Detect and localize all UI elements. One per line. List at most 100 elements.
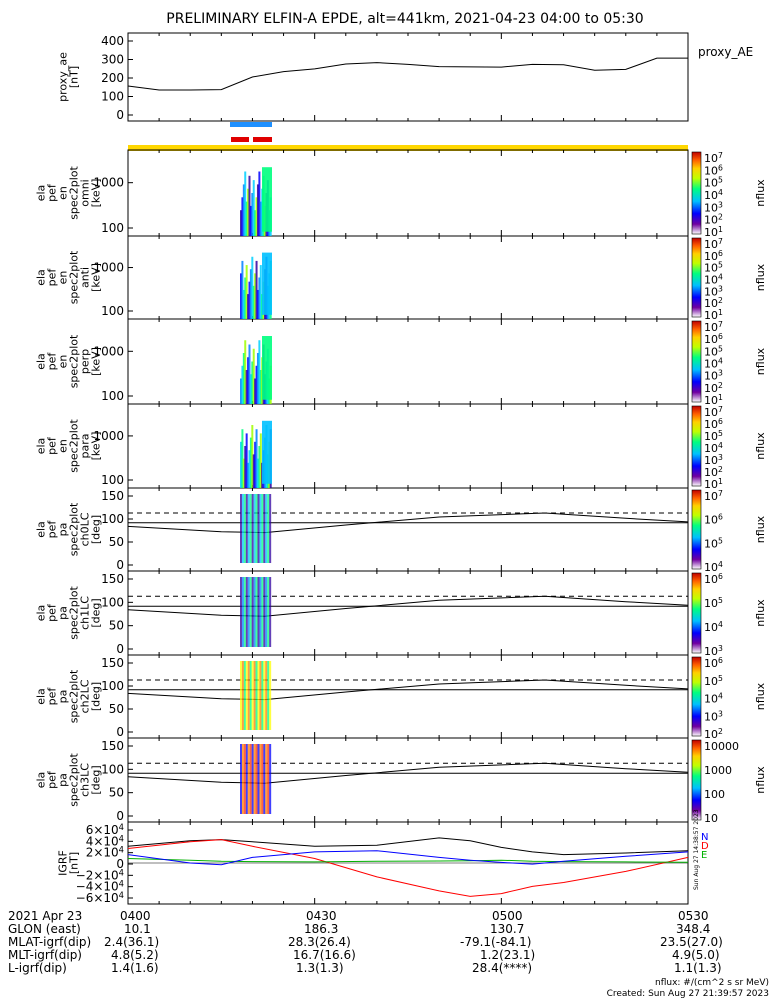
colorbar-tick-label: 107	[704, 320, 723, 334]
spectrogram-cell	[258, 340, 261, 404]
colorbar-tick-label: 102	[704, 213, 723, 227]
colorbar-tick-label: 10000	[704, 740, 739, 753]
y-tick-label: 2×104	[86, 845, 124, 860]
colorbar-tick-label: 106	[704, 513, 723, 527]
y-tick-label: 150	[101, 489, 124, 503]
pitch-angle-cell	[255, 494, 258, 563]
y-axis-label: pa	[57, 773, 70, 787]
y-tick-label: 100	[101, 90, 124, 104]
spectrogram-cell	[248, 344, 251, 404]
y-axis-label: pef	[46, 268, 59, 287]
pitch-angle-cell	[257, 744, 260, 814]
footer-label: GLON (east)	[8, 922, 81, 936]
y-axis-label: ela	[35, 521, 48, 538]
pitch-angle-cell	[245, 661, 248, 730]
colorbar-unit: nflux	[754, 179, 767, 207]
colorbar-tick-label: 106	[704, 249, 723, 263]
spectrogram-cell	[247, 294, 250, 319]
y-tick-label: 100	[101, 762, 124, 776]
y-tick-label: 1000	[93, 429, 124, 443]
y-tick-label: 100	[101, 473, 124, 487]
colorbar-tick-label: 102	[704, 727, 723, 741]
colorbar	[691, 320, 702, 403]
pitch-angle-cell	[269, 661, 272, 730]
pitch-angle-cell	[259, 577, 262, 647]
spectrogram-cell	[249, 205, 252, 236]
footer-row-date: 2021 Apr 23 0400 0430 0500 0530	[8, 910, 768, 923]
colorbar-tick-label: 104	[704, 441, 723, 455]
y-axis-label: pef	[46, 183, 59, 202]
colorbar	[691, 237, 702, 318]
y-axis-label: [keV]	[90, 432, 103, 461]
panel-frame	[127, 318, 689, 405]
spectrogram-cell	[244, 340, 247, 404]
pitch-angle-cell	[240, 744, 242, 814]
colorbar-tick-label: 104	[704, 620, 723, 634]
y-axis-label: [deg]	[90, 515, 103, 544]
footer-label: MLAT-igrf(dip)	[8, 935, 92, 949]
footer-value: 1.2(23.1)	[480, 948, 536, 962]
igrf-legend-label: D	[701, 841, 709, 852]
colorbar-tick-label: 1000	[704, 764, 732, 777]
pitch-angle-cell	[265, 661, 268, 730]
colorbar-tick-label: 107	[704, 405, 723, 419]
orbit-bar	[231, 137, 249, 142]
loss-cone-curve	[127, 679, 689, 701]
spectrogram-cell	[255, 260, 258, 319]
footer-value: 16.7(16.6)	[293, 948, 356, 962]
colorbar-tick-label: 104	[704, 188, 723, 202]
pitch-angle-cell	[257, 577, 260, 647]
y-tick-label: 1000	[93, 344, 124, 358]
pitch-angle-cell	[243, 661, 246, 730]
spectrogram-cell	[240, 441, 242, 488]
y-tick-label: 4×104	[86, 833, 124, 848]
pitch-angle-cell	[247, 661, 250, 730]
spectrogram-cell	[252, 180, 255, 236]
colorbar-tick-label: 105	[704, 429, 723, 443]
y-axis-label: ela	[35, 353, 48, 370]
y-tick-label: 100	[101, 512, 124, 526]
y-axis-label: pef	[46, 687, 59, 706]
colorbar-tick-label: 106	[704, 572, 723, 586]
spectrogram-cell	[251, 361, 254, 404]
igrf-legend-label: N	[701, 832, 708, 843]
colorbar-tick-label: 107	[704, 237, 723, 251]
pitch-angle-cell	[265, 744, 268, 814]
colorbar-tick-label: 103	[704, 709, 723, 723]
pitch-angle-cell	[249, 661, 252, 730]
spectrogram-cell	[247, 462, 250, 488]
spectrogram-cell	[242, 184, 245, 236]
y-axis-label: pef	[46, 770, 59, 789]
y-axis-label: en	[57, 186, 70, 200]
footer-label: MLT-igrf(dip)	[8, 948, 82, 962]
footer-row-l: L-igrf(dip) 1.4(1.6) 1.3(1.3) 28.4(****)…	[8, 962, 768, 975]
y-tick-label: −4×104	[76, 879, 124, 894]
y-tick-label: 6×104	[86, 822, 124, 837]
panel-frames: proxy_ae[nT]4003002001000elapefenspec2pl…	[35, 32, 689, 905]
pitch-angle-cell	[241, 494, 244, 563]
colorbar-tick-label: 105	[704, 674, 723, 688]
panel-frame	[127, 149, 689, 237]
y-axis-label: [keV]	[90, 263, 103, 292]
spectrogram-cell	[244, 446, 247, 488]
pitch-angle-cell	[245, 577, 248, 647]
pitch-angle-cell	[253, 661, 256, 730]
y-tick-label: 0	[116, 725, 124, 739]
colorbar	[691, 739, 702, 821]
y-tick-label: 150	[101, 572, 124, 586]
footer-value: 23.5(27.0)	[660, 935, 723, 949]
footer-value: 28.3(26.4)	[288, 935, 351, 949]
spectrogram-cell	[248, 281, 251, 319]
footer-value: 1.4(1.6)	[111, 961, 159, 975]
colorbar-tick-label: 102	[704, 465, 723, 479]
y-axis-label: en	[57, 439, 70, 453]
pitch-angle-cell	[247, 577, 250, 647]
spectrogram-cell	[245, 370, 248, 404]
pitch-angle-cell	[251, 577, 254, 647]
igrf-series	[127, 839, 689, 897]
loss-cone-curve	[127, 512, 689, 534]
footer-row-mlat: MLAT-igrf(dip) 2.4(36.1) 28.3(26.4) -79.…	[8, 936, 768, 949]
spectrogram-cell	[255, 197, 258, 236]
spectrogram-cell	[241, 197, 244, 236]
